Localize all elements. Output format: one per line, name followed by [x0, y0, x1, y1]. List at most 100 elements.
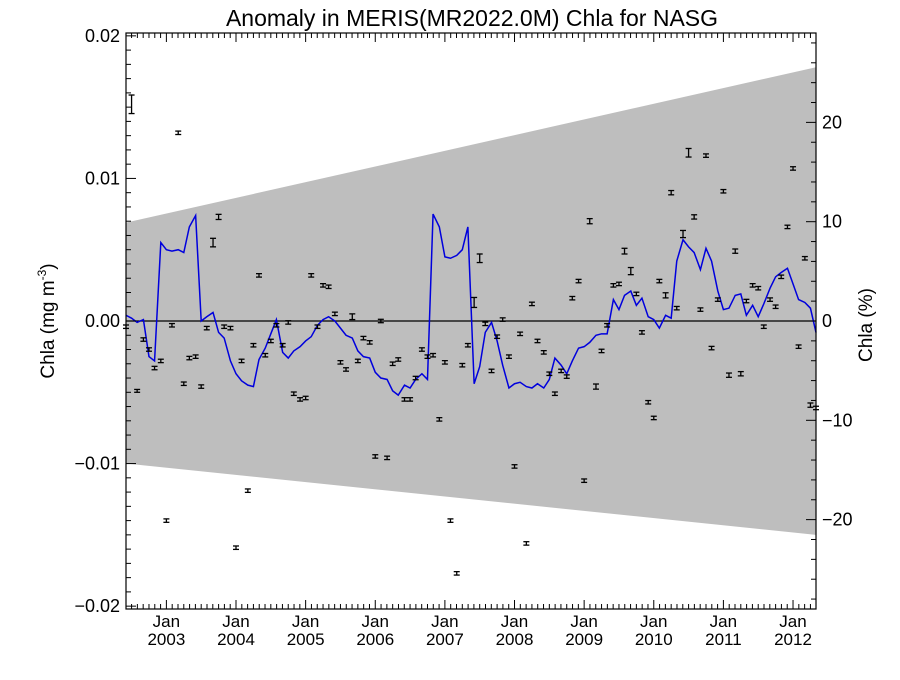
data-point	[680, 229, 687, 239]
data-point	[424, 354, 431, 360]
x-tick-label-month: Jan	[431, 612, 458, 631]
data-point	[702, 153, 709, 158]
x-tick-label-month: Jan	[292, 612, 319, 631]
data-point	[175, 130, 182, 136]
data-point	[558, 368, 565, 374]
data-point	[708, 345, 715, 351]
data-point	[604, 322, 611, 328]
y-axis-left-label-sup: -3	[35, 269, 49, 280]
x-tick-label-year: 2012	[774, 630, 812, 649]
data-point	[267, 338, 274, 344]
x-tick-label-year: 2003	[147, 630, 185, 649]
data-point	[290, 391, 297, 397]
data-point	[662, 292, 669, 299]
y-right-tick-label: −20	[822, 510, 853, 530]
data-point	[732, 248, 739, 254]
data-point	[592, 383, 599, 390]
data-point	[441, 359, 448, 365]
data-point	[476, 253, 483, 264]
data-point	[784, 224, 791, 230]
data-point	[517, 331, 524, 337]
data-point	[801, 255, 808, 261]
data-point	[633, 291, 640, 297]
chart-title: Anomaly in MERIS(MR2022.0M) Chla for NAS…	[226, 5, 718, 31]
data-point	[464, 342, 471, 348]
data-point	[412, 375, 419, 381]
data-point	[551, 391, 558, 397]
data-point	[273, 322, 280, 328]
x-axis: Jan2003Jan2004Jan2005Jan2006Jan2007Jan20…	[131, 33, 812, 649]
data-point	[157, 358, 164, 364]
data-point	[308, 273, 315, 278]
data-point	[279, 342, 286, 348]
data-point	[540, 350, 547, 355]
data-point	[302, 395, 309, 401]
data-point	[691, 214, 698, 220]
data-point	[755, 285, 762, 291]
x-tick-label-year: 2005	[287, 630, 325, 649]
data-point	[459, 362, 466, 368]
data-point	[534, 338, 541, 344]
data-point	[343, 367, 350, 372]
data-point	[168, 322, 175, 328]
data-point	[772, 304, 779, 310]
data-point	[250, 342, 257, 348]
y-left-tick-label: −0.01	[74, 454, 120, 474]
data-point	[586, 217, 593, 225]
data-point	[447, 518, 454, 523]
data-point	[372, 454, 379, 459]
data-point	[760, 324, 767, 330]
data-point	[337, 359, 344, 365]
data-point	[140, 337, 147, 342]
y-axis-left: −0.02 −0.01 0.00 0.01 0.02	[74, 26, 136, 616]
x-tick-label-year: 2006	[356, 630, 394, 649]
data-point	[180, 381, 187, 387]
data-point	[743, 298, 750, 304]
data-point	[569, 295, 576, 301]
y-left-tick-label: 0.01	[85, 168, 120, 188]
data-point	[494, 334, 501, 340]
data-point	[210, 237, 217, 248]
y-axis-right-label: Chla (%)	[856, 288, 877, 362]
data-point	[163, 518, 170, 523]
data-point	[262, 352, 269, 358]
data-point	[186, 355, 193, 361]
data-point	[285, 320, 292, 325]
data-point	[401, 397, 408, 402]
data-point	[430, 352, 437, 358]
data-point	[668, 189, 675, 196]
data-point	[610, 282, 617, 288]
anomaly-points	[123, 94, 819, 576]
data-point	[377, 318, 384, 324]
data-point	[511, 464, 518, 469]
data-point	[528, 301, 535, 307]
data-point	[354, 358, 361, 364]
data-point	[395, 357, 402, 362]
data-point	[471, 296, 478, 309]
x-tick-label-year: 2011	[705, 630, 742, 649]
y-right-tick-label: 20	[822, 112, 842, 132]
x-tick-label-year: 2008	[496, 630, 534, 649]
data-point	[255, 273, 262, 278]
x-tick-label-month: Jan	[570, 612, 597, 631]
data-point	[145, 347, 152, 352]
data-point	[482, 321, 489, 327]
data-point	[523, 541, 530, 546]
data-point	[238, 358, 245, 364]
data-point	[697, 307, 704, 312]
anomaly-line-path	[125, 212, 817, 397]
x-tick-label-year: 2004	[217, 630, 255, 649]
data-point	[621, 247, 628, 255]
data-point	[314, 324, 321, 330]
data-point	[134, 388, 141, 393]
anomaly-line-series	[125, 212, 817, 397]
data-point	[349, 313, 356, 321]
data-point	[627, 266, 634, 276]
data-point	[227, 325, 234, 331]
y-axis-left-label-close: )	[38, 263, 59, 269]
y-left-tick-label: 0.02	[85, 26, 120, 46]
data-point	[192, 354, 199, 360]
data-point	[505, 354, 512, 360]
data-point	[297, 397, 304, 402]
